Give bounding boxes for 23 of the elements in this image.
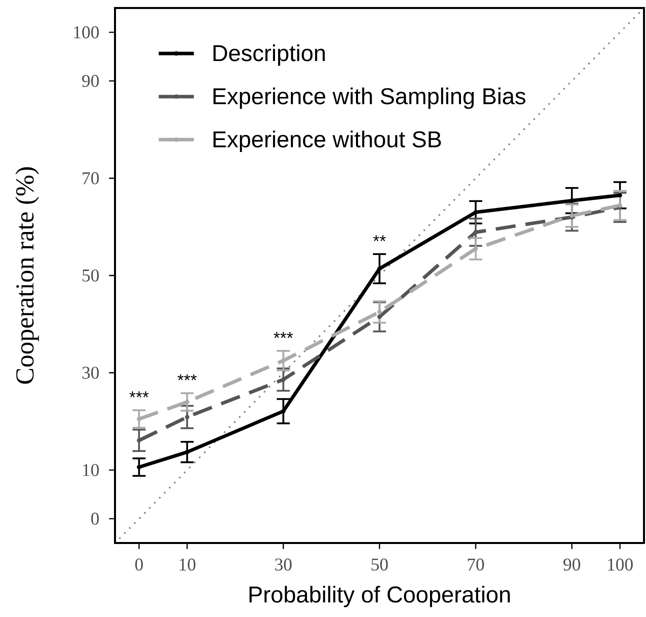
legend-label: Experience without SB (214, 130, 441, 152)
x-tick-label: 30 (275, 558, 292, 571)
y-tick-label: 70 (82, 172, 99, 184)
y-tick-label: 50 (82, 269, 99, 282)
annotation: *** (274, 332, 293, 338)
x-tick-label: 0 (135, 558, 143, 571)
x-tick-label: 100 (608, 558, 633, 571)
legend-label: Description (214, 44, 325, 66)
y-tick-label: 0 (91, 512, 99, 525)
legend-label: Experience with Sampling Bias (214, 88, 526, 109)
y-axis-title: Cooperation rate (%) (15, 167, 39, 384)
x-tick-label: 50 (372, 558, 388, 571)
y-tick-label: 30 (82, 366, 99, 379)
annotation: *** (178, 374, 197, 380)
y-tick-label: 10 (83, 464, 99, 476)
x-tick-label: 10 (180, 558, 196, 571)
x-tick-label: 70 (468, 558, 484, 571)
annotation: ** (373, 235, 386, 242)
x-axis-title: Probability of Cooperation (250, 586, 510, 608)
y-tick-label: 90 (82, 74, 99, 87)
x-tick-label: 90 (563, 558, 580, 571)
y-tick-label: 100 (74, 26, 99, 38)
annotation: *** (129, 391, 149, 398)
